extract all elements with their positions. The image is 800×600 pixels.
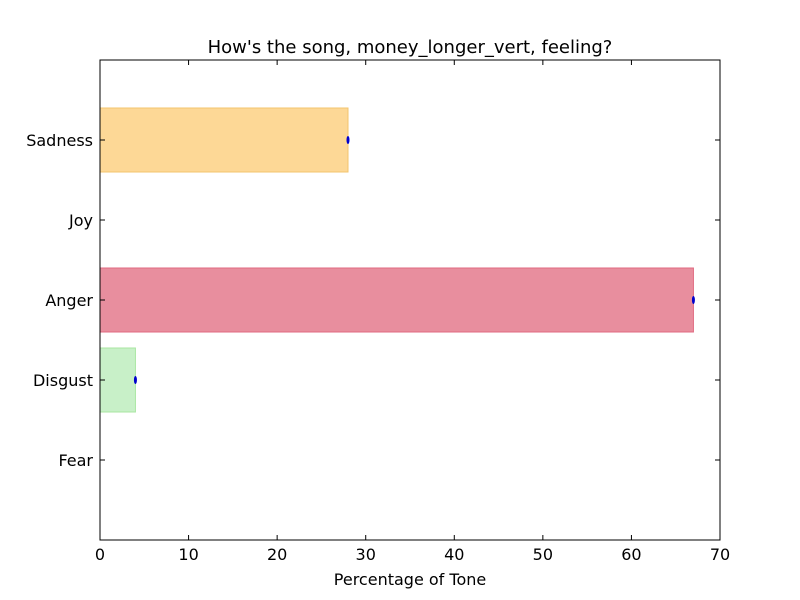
marker-sadness <box>346 136 350 144</box>
x-axis-ticks: 0 10 20 30 40 50 60 70 <box>95 60 730 564</box>
marker-disgust <box>133 376 137 384</box>
y-tick-label: Fear <box>58 451 93 470</box>
x-tick-label: 50 <box>533 545 553 564</box>
x-tick-label: 70 <box>710 545 730 564</box>
y-tick-label: Sadness <box>26 131 93 150</box>
x-tick-label: 30 <box>356 545 376 564</box>
bar-anger <box>99 267 694 333</box>
x-tick-label: 60 <box>621 545 641 564</box>
chart-title: How's the song, money_longer_vert, feeli… <box>208 37 613 58</box>
bar-sadness <box>99 107 349 173</box>
x-tick-label: 0 <box>95 545 105 564</box>
x-axis-label: Percentage of Tone <box>334 570 486 589</box>
bar-disgust <box>99 347 136 413</box>
bars-group <box>99 107 694 413</box>
y-tick-label: Anger <box>45 291 93 310</box>
x-tick-label: 40 <box>444 545 464 564</box>
y-tick-label: Disgust <box>33 371 93 390</box>
x-tick-label: 20 <box>267 545 287 564</box>
y-axis-ticks: Sadness Joy Anger Disgust Fear <box>26 131 720 470</box>
markers-group <box>133 136 695 384</box>
y-tick-label: Joy <box>68 211 93 230</box>
x-tick-label: 10 <box>178 545 198 564</box>
marker-anger <box>691 296 695 304</box>
